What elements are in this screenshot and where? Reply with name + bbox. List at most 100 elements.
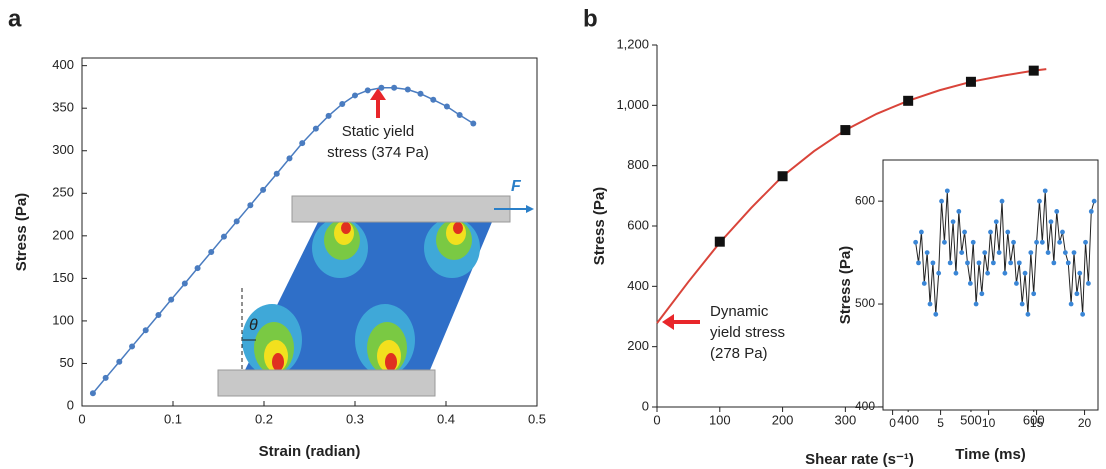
data-point <box>924 250 930 255</box>
data-point <box>220 233 227 240</box>
x-tick-label: 600 <box>1023 412 1045 427</box>
y-tick-label: 100 <box>52 312 74 327</box>
data-point <box>1028 250 1034 255</box>
data-point <box>962 229 967 235</box>
data-point <box>260 186 267 193</box>
annotation: stress (374 Pa) <box>327 144 429 161</box>
data-point <box>1019 301 1025 307</box>
x-axis-title: Strain (radian) <box>259 443 361 460</box>
annotation: Static yield <box>342 123 415 140</box>
data-point <box>996 250 1002 255</box>
y-tick-label: 1,200 <box>616 36 649 51</box>
data-point <box>1011 239 1016 245</box>
data-point <box>947 260 953 266</box>
y-tick-label: 150 <box>52 270 74 285</box>
x-tick-label: 0.2 <box>255 411 273 426</box>
data-point <box>1014 281 1019 286</box>
data-point <box>956 209 962 214</box>
data-point <box>116 358 123 365</box>
y-tick-label: 200 <box>627 338 649 353</box>
data-point <box>903 95 914 106</box>
data-point <box>967 281 973 286</box>
x-tick-label: 100 <box>709 412 731 427</box>
data-point <box>247 202 254 209</box>
data-point <box>777 171 788 182</box>
data-point <box>953 270 959 276</box>
data-point <box>970 239 976 245</box>
data-point <box>1086 281 1091 286</box>
data-point <box>976 260 982 266</box>
data-point <box>1068 301 1074 307</box>
data-point <box>142 327 149 334</box>
data-point <box>339 100 346 107</box>
top-plate <box>291 195 511 223</box>
data-point <box>1039 239 1045 245</box>
data-point <box>1008 260 1014 266</box>
fit-curve <box>656 68 1047 324</box>
data-point <box>1042 188 1048 194</box>
data-point <box>988 229 993 235</box>
y-tick-label: 1,000 <box>616 97 649 112</box>
x-axis-title: Shear rate (s⁻¹) <box>805 451 914 468</box>
data-point <box>378 84 385 91</box>
data-point <box>930 260 936 266</box>
data-point <box>430 96 437 103</box>
y-tick-label: 50 <box>60 355 74 370</box>
data-point <box>927 301 933 307</box>
data-point <box>208 248 215 255</box>
y-axis-title: Stress (Pa) <box>13 193 30 271</box>
yield-arrowhead <box>370 88 386 100</box>
data-point <box>982 250 988 255</box>
plot-frame <box>882 159 1099 411</box>
data-point <box>312 125 319 132</box>
data-point <box>1060 229 1065 235</box>
data-point <box>959 250 965 255</box>
data-point <box>1045 250 1051 255</box>
data-point <box>1074 291 1080 297</box>
data-point <box>1005 229 1011 235</box>
data-point <box>950 219 956 225</box>
annotation: (278 Pa) <box>710 345 768 362</box>
y-tick-label: 400 <box>627 278 649 293</box>
data-point <box>1071 250 1077 255</box>
plot-frame <box>81 57 538 407</box>
x-tick-label: 200 <box>772 412 794 427</box>
y-tick-label: 400 <box>52 57 74 72</box>
x-tick-label: 400 <box>897 412 919 427</box>
data-point <box>155 311 162 318</box>
angle-label: θ <box>249 317 258 334</box>
x-tick-label: 500 <box>960 412 982 427</box>
data-point <box>456 112 463 119</box>
data-point <box>352 92 358 99</box>
data-point <box>921 281 927 286</box>
data-point <box>233 218 240 225</box>
y-axis-title: Stress (Pa) <box>837 246 854 324</box>
data-point <box>325 112 332 119</box>
data-point <box>999 198 1005 204</box>
data-point <box>1025 311 1031 317</box>
y-tick-label: 0 <box>67 397 74 412</box>
x-tick-label: 0.1 <box>164 411 182 426</box>
data-point <box>985 270 991 276</box>
data-point <box>1016 260 1022 266</box>
data-point <box>936 270 942 276</box>
y-tick-label: 800 <box>627 157 649 172</box>
data-point <box>979 291 985 297</box>
data-point <box>1034 239 1039 245</box>
data-point <box>1083 239 1088 245</box>
data-point <box>1065 260 1071 266</box>
y-tick-label: 300 <box>52 142 74 157</box>
data-point <box>443 103 450 110</box>
data-point <box>417 90 424 97</box>
data-point <box>168 296 175 303</box>
data-point <box>1057 239 1063 245</box>
data-point <box>391 84 398 91</box>
x-tick-label: 0 <box>653 412 660 427</box>
y-tick-label: 600 <box>627 217 649 232</box>
data-point <box>918 229 924 235</box>
force-arrowhead <box>526 205 534 213</box>
data-point <box>470 120 477 127</box>
data-point <box>990 260 996 266</box>
data-point <box>102 374 109 381</box>
data-point <box>1077 270 1083 276</box>
